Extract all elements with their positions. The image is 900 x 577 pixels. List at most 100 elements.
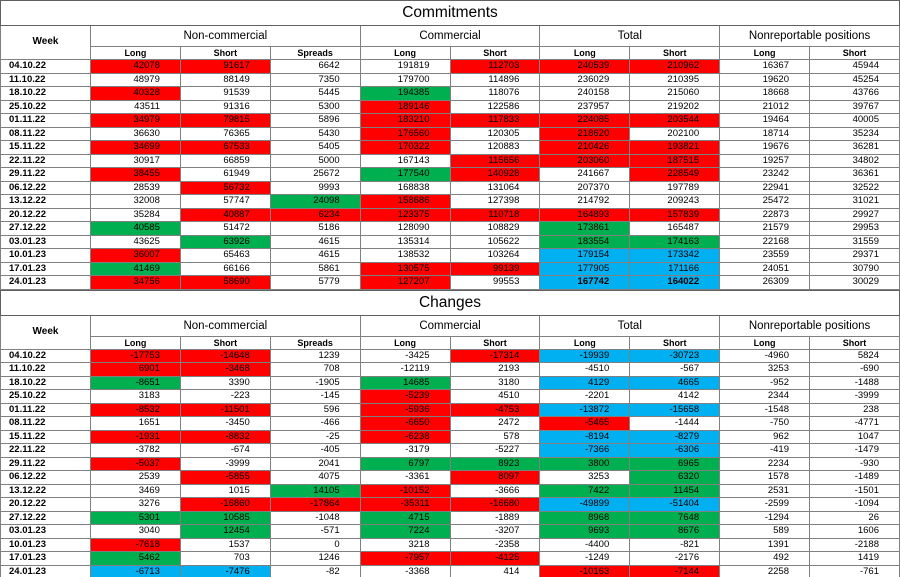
- value-cell: 38455: [90, 167, 181, 182]
- week-cell: 01.11.22: [0, 402, 91, 417]
- col-header-nc-spreads: Spreads: [269, 46, 361, 60]
- value-cell: -10163: [539, 564, 631, 577]
- value-cell: -3999: [809, 389, 900, 404]
- value-cell: -145: [269, 389, 361, 404]
- col-header-c-long: Long: [359, 46, 451, 60]
- value-cell: 589: [719, 524, 810, 539]
- table-row: 11.10.22 48979 88149 7350 179700 114896 236029…: [0, 72, 900, 87]
- value-cell: -466: [269, 416, 361, 431]
- value-cell: -4960: [719, 348, 810, 363]
- value-cell: -8651: [90, 375, 181, 390]
- value-cell: 210395: [629, 72, 721, 87]
- group-header-noncommercial: Non-commercial: [90, 25, 361, 47]
- value-cell: 22168: [719, 234, 810, 249]
- col-header-nc-long: Long: [90, 46, 181, 60]
- value-cell: 5779: [269, 275, 361, 290]
- value-cell: 0: [269, 537, 361, 552]
- value-cell: 4129: [539, 375, 631, 390]
- value-cell: 40328: [90, 86, 181, 101]
- value-cell: 32008: [90, 194, 181, 209]
- value-cell: 16367: [719, 59, 810, 74]
- week-cell: 13.12.22: [0, 483, 91, 498]
- value-cell: 174163: [629, 234, 721, 249]
- value-cell: -1905: [269, 375, 361, 390]
- week-cell: 15.11.22: [0, 140, 91, 155]
- value-cell: -6238: [359, 429, 451, 444]
- value-cell: 4142: [629, 389, 721, 404]
- col-header-nr-short: Short: [809, 46, 900, 60]
- value-cell: -4753: [449, 402, 541, 417]
- value-cell: -571: [269, 524, 361, 539]
- value-cell: 130575: [359, 261, 451, 276]
- value-cell: 1419: [809, 551, 900, 566]
- value-cell: 31559: [809, 234, 900, 249]
- value-cell: 193821: [629, 140, 721, 155]
- col-header-c-long: Long: [359, 335, 451, 350]
- value-cell: 3390: [179, 375, 271, 390]
- value-cell: -35311: [359, 497, 451, 512]
- value-cell: 224085: [539, 113, 631, 128]
- value-cell: 7350: [269, 72, 361, 87]
- value-cell: -7366: [539, 443, 631, 458]
- value-cell: 66166: [179, 261, 271, 276]
- value-cell: 4715: [359, 510, 451, 525]
- value-cell: 43511: [90, 99, 181, 114]
- value-cell: 58690: [179, 275, 271, 290]
- value-cell: 165487: [629, 221, 721, 236]
- value-cell: -2201: [539, 389, 631, 404]
- value-cell: 23242: [719, 167, 810, 182]
- value-cell: -3450: [179, 416, 271, 431]
- value-cell: 4075: [269, 470, 361, 485]
- value-cell: 45254: [809, 72, 900, 87]
- table-row: 22.11.22 -3782 -674 -405 -3179 -5227 -7366 -630…: [0, 443, 900, 458]
- week-cell: 24.01.23: [0, 275, 91, 290]
- value-cell: 112703: [449, 59, 541, 74]
- value-cell: -19939: [539, 348, 631, 363]
- value-cell: 1239: [269, 348, 361, 363]
- group-header-commercial: Commercial: [359, 25, 541, 47]
- col-header-nr-long: Long: [719, 335, 810, 350]
- value-cell: -567: [629, 362, 721, 377]
- value-cell: 2041: [269, 456, 361, 471]
- value-cell: 25672: [269, 167, 361, 182]
- value-cell: 140928: [449, 167, 541, 182]
- value-cell: -1294: [719, 510, 810, 525]
- value-cell: 202100: [629, 126, 721, 141]
- table-row: 24.01.23 -6713 -7476 -82 -3368 414 -10163 -7144…: [0, 564, 900, 577]
- table-row: 18.10.22 -8651 3390 -1905 14685 3180 4129 4665-…: [0, 375, 900, 390]
- value-cell: 1015: [179, 483, 271, 498]
- value-cell: 2539: [90, 470, 181, 485]
- value-cell: 30790: [809, 261, 900, 276]
- value-cell: 177540: [359, 167, 451, 182]
- value-cell: 1537: [179, 537, 271, 552]
- value-cell: 40005: [809, 113, 900, 128]
- value-cell: -17314: [449, 348, 541, 363]
- value-cell: 219202: [629, 99, 721, 114]
- value-cell: 5824: [809, 348, 900, 363]
- week-cell: 29.11.22: [0, 167, 91, 182]
- week-cell: 18.10.22: [0, 375, 91, 390]
- table-row: 17.01.23 5462 703 1246 -7957 -4125 -1249 -2176 4…: [0, 551, 900, 566]
- value-cell: 170322: [359, 140, 451, 155]
- value-cell: -1444: [629, 416, 721, 431]
- value-cell: 708: [269, 362, 361, 377]
- value-cell: -11501: [179, 402, 271, 417]
- value-cell: -2599: [719, 497, 810, 512]
- week-cell: 01.11.22: [0, 113, 91, 128]
- value-cell: 36281: [809, 140, 900, 155]
- value-cell: 43766: [809, 86, 900, 101]
- value-cell: -1931: [90, 429, 181, 444]
- value-cell: -51404: [629, 497, 721, 512]
- table-row: 06.12.22 28539 56732 9993 168838 131064 207370…: [0, 180, 900, 195]
- value-cell: -1249: [539, 551, 631, 566]
- value-cell: 4615: [269, 248, 361, 263]
- commitments-table: Commitments Week Non-commercial Commerci…: [0, 0, 900, 290]
- group-header-nonreportable: Nonreportable positions: [719, 314, 900, 337]
- value-cell: 127207: [359, 275, 451, 290]
- value-cell: -223: [179, 389, 271, 404]
- table-row: 27.12.22 40585 51472 5186 128090 108829 173861…: [0, 221, 900, 236]
- value-cell: 42078: [90, 59, 181, 74]
- value-cell: 22873: [719, 207, 810, 222]
- week-cell: 18.10.22: [0, 86, 91, 101]
- value-cell: 179154: [539, 248, 631, 263]
